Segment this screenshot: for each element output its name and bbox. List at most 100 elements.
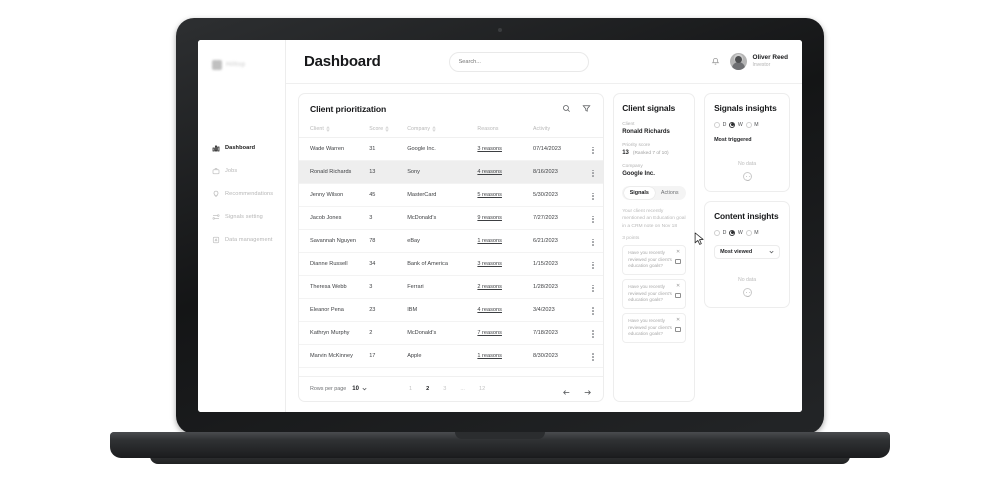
brand-mark-icon xyxy=(212,60,222,70)
column-header-actions xyxy=(582,122,604,138)
reasons-link[interactable]: 3 reasons xyxy=(477,145,502,152)
close-icon[interactable]: ✕ xyxy=(675,249,681,256)
reasons-link[interactable]: 7 reasons xyxy=(477,329,502,336)
reasons-link[interactable]: 9 reasons xyxy=(477,214,502,221)
column-header-score[interactable]: Score xyxy=(369,122,408,138)
page-number[interactable]: ... xyxy=(460,385,465,392)
table-row[interactable]: Dianne Russell 34 Bank of America 3 reasons… xyxy=(299,252,604,276)
table-row[interactable]: Marvin McKinney 17 Apple 1 reasons 8/30/2023 xyxy=(299,344,604,368)
cell-score: 3 xyxy=(369,275,408,299)
row-menu-button[interactable] xyxy=(592,261,594,269)
note-icon[interactable] xyxy=(675,327,682,333)
cell-activity: 1/28/2023 xyxy=(532,275,583,299)
period-option-m[interactable]: M xyxy=(745,121,759,128)
sidebar-item-dashboard[interactable]: Dashboard xyxy=(198,142,285,154)
user-menu[interactable]: Oliver Reed Investor xyxy=(730,53,788,70)
period-option-m[interactable]: M xyxy=(745,229,759,236)
reasons-link[interactable]: 1 reasons xyxy=(477,237,502,244)
column-header-client[interactable]: Client xyxy=(299,122,370,138)
tab-signals[interactable]: Signals xyxy=(623,187,655,199)
sidebar-item-label: Data management xyxy=(225,237,273,243)
table-row[interactable]: Jacob Jones 3 McDonald's 9 reasons 7/27/2023 xyxy=(299,206,604,230)
note-icon[interactable] xyxy=(675,293,682,299)
signal-item[interactable]: Have you recently reviewed your client's… xyxy=(622,245,687,276)
row-menu-button[interactable] xyxy=(592,146,594,154)
table-row[interactable]: Eleanor Pena 23 IBM 4 reasons 3/4/2023 xyxy=(299,298,604,322)
sidebar-item-recommendations[interactable]: Recommendations xyxy=(198,188,285,200)
reasons-link[interactable]: 2 reasons xyxy=(477,283,502,290)
row-menu-button[interactable] xyxy=(592,330,594,338)
period-label: M xyxy=(754,229,759,236)
period-option-d[interactable]: D xyxy=(714,229,726,236)
reasons-link[interactable]: 3 reasons xyxy=(477,260,502,267)
close-icon[interactable]: ✕ xyxy=(675,317,681,324)
insights-column: Signals insights D W M Most triggered No… xyxy=(704,93,791,402)
reasons-link[interactable]: 4 reasons xyxy=(477,306,502,313)
search-input[interactable] xyxy=(458,58,579,65)
content-insights-empty-state: No data xyxy=(714,277,780,297)
page-number[interactable]: 1 xyxy=(408,385,413,392)
search-box[interactable] xyxy=(448,51,589,72)
table-row[interactable]: Kathryn Murphy 2 McDonald's 7 reasons 7/18/2… xyxy=(299,321,604,345)
reasons-link[interactable]: 5 reasons xyxy=(477,191,502,198)
signal-item[interactable]: Have you recently reviewed your client's… xyxy=(622,313,687,344)
row-menu-button[interactable] xyxy=(592,192,594,200)
period-label: W xyxy=(737,121,743,128)
previous-page-button[interactable] xyxy=(562,384,571,395)
table-row[interactable]: Wade Warren 31 Google Inc. 3 reasons 07/14/2… xyxy=(299,137,604,161)
column-header-company[interactable]: Company xyxy=(407,122,478,138)
search-icon[interactable] xyxy=(561,103,572,114)
column-header-activity: Activity xyxy=(532,122,583,138)
user-name: Oliver Reed xyxy=(752,54,788,62)
content-insights-select[interactable]: Most viewed xyxy=(714,244,781,259)
period-option-w[interactable]: W xyxy=(729,121,743,128)
column-label: Company xyxy=(407,126,431,132)
cell-activity: 07/14/2023 xyxy=(532,137,583,161)
table-row[interactable]: Theresa Webb 3 Ferrari 2 reasons 1/28/2023 xyxy=(299,275,604,299)
page-number[interactable]: 2 xyxy=(426,385,430,392)
brand-logo[interactable]: Hilltop xyxy=(198,54,285,76)
user-role: Investor xyxy=(752,62,771,69)
cell-client: Ronald Richards xyxy=(299,160,370,184)
table-tools xyxy=(561,103,592,114)
period-label: D xyxy=(722,121,727,128)
cell-company: eBay xyxy=(407,229,478,253)
reasons-link[interactable]: 4 reasons xyxy=(477,168,502,175)
client-signals-card: Client signals Client Ronald Richards Pr… xyxy=(613,93,696,402)
tab-actions[interactable]: Actions xyxy=(660,190,679,196)
row-menu-button[interactable] xyxy=(592,284,594,292)
cell-client: Jenny Wilson xyxy=(299,183,370,207)
signal-item[interactable]: Have you recently reviewed your client's… xyxy=(622,279,687,310)
sidebar-item-data-management[interactable]: Data management xyxy=(198,234,285,246)
table-row[interactable]: Jenny Wilson 45 MasterCard 5 reasons 5/30/20… xyxy=(299,183,604,207)
row-menu-button[interactable] xyxy=(592,307,594,315)
reasons-link[interactable]: 1 reasons xyxy=(477,352,502,359)
period-option-d[interactable]: D xyxy=(714,121,727,128)
signal-item-actions: ✕ xyxy=(675,249,682,265)
table-row[interactable]: Savannah Nguyen 78 eBay 1 reasons 6/21/2023 xyxy=(299,229,604,253)
rows-per-page-select[interactable]: 10 xyxy=(352,386,367,392)
cell-client: Kathryn Murphy xyxy=(299,321,370,345)
cell-score: 2 xyxy=(369,321,408,345)
filter-icon[interactable] xyxy=(581,103,592,114)
row-menu-button[interactable] xyxy=(592,169,594,177)
row-menu-button[interactable] xyxy=(592,215,594,223)
dashboard-body: Client prioritization xyxy=(286,84,802,412)
sidebar-item-signals-setting[interactable]: Signals setting xyxy=(198,211,285,223)
period-option-w[interactable]: W xyxy=(729,229,743,236)
note-icon[interactable] xyxy=(675,259,682,265)
close-icon[interactable]: ✕ xyxy=(675,283,681,290)
next-page-button[interactable] xyxy=(583,384,592,395)
page-number[interactable]: 3 xyxy=(443,385,447,392)
page-number[interactable]: 12 xyxy=(479,385,486,392)
page-title: Dashboard xyxy=(304,53,381,70)
notification-bell-icon[interactable] xyxy=(710,56,721,67)
row-menu-button[interactable] xyxy=(592,353,594,361)
row-menu-button[interactable] xyxy=(592,238,594,246)
client-field-value: Ronald Richards xyxy=(622,128,670,135)
sidebar-item-jobs[interactable]: Jobs xyxy=(198,165,285,177)
cell-score: 31 xyxy=(369,137,408,161)
table-row[interactable]: Ronald Richards 13 Sony 4 reasons 8/16/2023 xyxy=(299,160,604,184)
signals-insights-subtitle: Most triggered xyxy=(714,136,752,143)
